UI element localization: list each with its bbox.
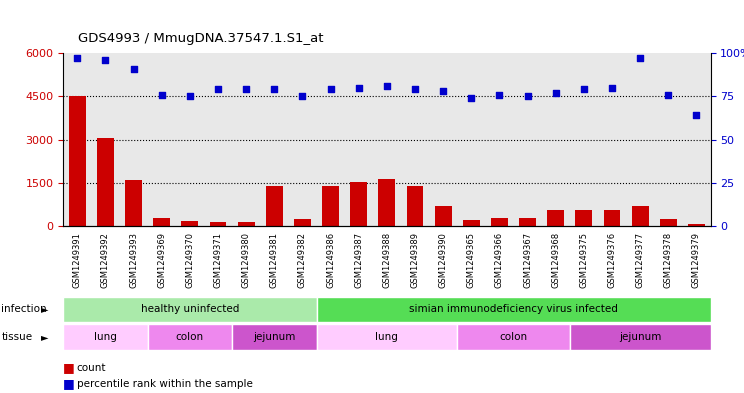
Text: jejunum: jejunum [253, 332, 295, 342]
Bar [147, 324, 232, 350]
Bar [182, 221, 199, 226]
Point [578, 86, 590, 92]
Point [437, 88, 449, 94]
Point [128, 66, 140, 72]
Bar [575, 210, 592, 226]
Point [184, 93, 196, 99]
Bar [322, 185, 339, 226]
Bar [266, 185, 283, 226]
Point [324, 86, 336, 92]
Bar [434, 206, 452, 226]
Text: healthy uninfected: healthy uninfected [141, 305, 239, 314]
Point [550, 90, 562, 96]
Bar [294, 219, 311, 226]
Bar [125, 180, 142, 226]
Text: jejunum: jejunum [619, 332, 661, 342]
Text: simian immunodeficiency virus infected: simian immunodeficiency virus infected [409, 305, 618, 314]
Point [297, 93, 309, 99]
Bar [63, 324, 147, 350]
Bar [660, 219, 677, 226]
Point [212, 86, 224, 92]
Point [100, 57, 112, 63]
Bar [97, 138, 114, 226]
Bar [316, 297, 711, 322]
Point [381, 83, 393, 89]
Bar [406, 186, 423, 226]
Text: GDS4993 / MmugDNA.37547.1.S1_at: GDS4993 / MmugDNA.37547.1.S1_at [78, 32, 324, 45]
Point [240, 86, 252, 92]
Bar [570, 324, 711, 350]
Point [522, 93, 533, 99]
Bar [458, 324, 570, 350]
Bar [63, 297, 316, 322]
Bar [350, 182, 368, 226]
Bar [69, 96, 86, 226]
Text: ►: ► [41, 305, 48, 314]
Text: count: count [77, 363, 106, 373]
Point [493, 92, 505, 98]
Bar [491, 218, 508, 226]
Bar [210, 222, 226, 226]
Point [409, 86, 421, 92]
Point [465, 95, 477, 101]
Text: tissue: tissue [1, 332, 33, 342]
Text: colon: colon [499, 332, 527, 342]
Bar [548, 210, 564, 226]
Text: ►: ► [41, 332, 48, 342]
Point [353, 84, 365, 91]
Bar [463, 220, 480, 226]
Text: lung: lung [376, 332, 398, 342]
Text: ■: ■ [63, 377, 75, 390]
Point [690, 112, 702, 118]
Bar [688, 224, 705, 226]
Point [269, 86, 280, 92]
Point [662, 92, 674, 98]
Bar [238, 222, 254, 226]
Bar [632, 206, 649, 226]
Bar [603, 210, 620, 226]
Point [606, 84, 618, 91]
Bar [519, 218, 536, 226]
Bar [316, 324, 458, 350]
Text: percentile rank within the sample: percentile rank within the sample [77, 379, 252, 389]
Text: colon: colon [176, 332, 204, 342]
Bar [379, 179, 395, 226]
Text: lung: lung [94, 332, 117, 342]
Point [71, 55, 83, 61]
Bar [232, 324, 316, 350]
Text: infection: infection [1, 305, 47, 314]
Bar [153, 218, 170, 226]
Text: ■: ■ [63, 361, 75, 375]
Point [155, 92, 167, 98]
Point [634, 55, 646, 61]
